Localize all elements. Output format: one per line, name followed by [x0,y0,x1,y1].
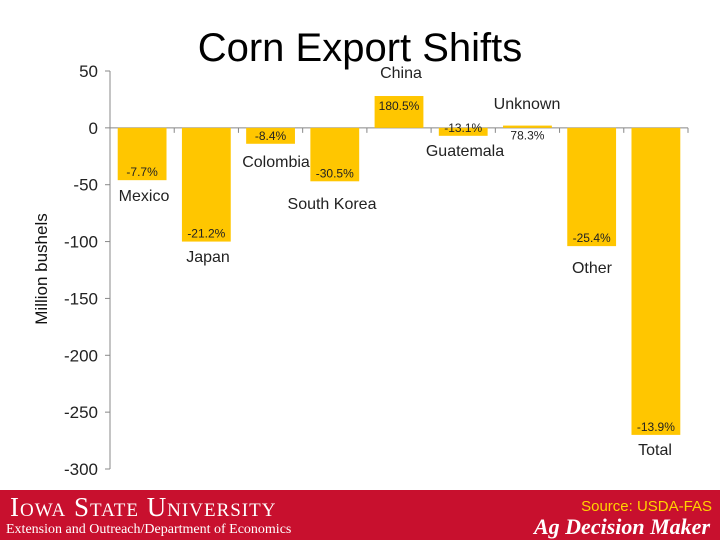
y-tick-label-7: -300 [64,460,98,479]
y-ticks: 50 0 -50 -100 -150 -200 -250 -300 [64,62,110,479]
pct-label: -13.9% [637,420,675,434]
department-text: Extension and Outreach/Department of Eco… [6,522,292,537]
y-tick-label-3: -100 [64,233,98,252]
category-label: Guatemala [426,143,504,160]
y-axis-label: Million bushels [32,213,51,325]
pct-label: 78.3% [510,129,544,143]
source-note: Source: USDA-FAS [581,498,712,515]
pct-label: 180.5% [379,99,420,113]
bar-colombia [246,127,295,144]
bar-unknown [503,125,552,128]
pct-label: -21.2% [187,227,225,241]
program-logo-text: Ag Decision Maker [534,514,710,539]
chart-title: Corn Export Shifts [198,26,523,70]
category-label: Colombia [242,154,310,171]
bar-south-korea [310,127,360,182]
bar-guatemala [438,127,488,136]
y-tick-label-2: -50 [73,176,98,195]
bar-total [631,127,681,435]
category-label: Unknown [494,96,561,113]
y-tick-label-6: -250 [64,403,98,422]
bar-china [374,96,424,128]
bars: -7.7% Mexico -21.2% Japan -8.4% Colombia -30.5… [109,65,689,459]
category-label: Japan [186,249,230,266]
pct-label: -25.4% [573,231,611,245]
bar-mexico [117,127,167,181]
pct-label: -8.4% [255,129,287,143]
footer-banner: Iowa State University Extension and Outr… [0,490,720,540]
y-tick-label-5: -200 [64,346,98,365]
university-logo-text: Iowa State University [10,492,277,522]
pct-label: -30.5% [316,166,354,180]
y-tick-label-0: 50 [79,62,98,81]
y-tick-label-1: 0 [89,119,98,138]
pct-label: -13.1% [444,121,482,135]
category-label: South Korea [288,196,377,213]
category-label: Total [638,442,672,459]
y-tick-label-4: -150 [64,289,98,308]
category-label: Mexico [119,188,170,205]
category-label: China [380,65,422,82]
bar-japan [181,127,231,242]
bar-other [567,127,617,247]
corn-export-chart: Corn Export Shifts Million bushels 50 0 -5… [32,26,689,479]
category-label: Other [572,260,613,277]
pct-label: -7.7% [126,165,158,179]
